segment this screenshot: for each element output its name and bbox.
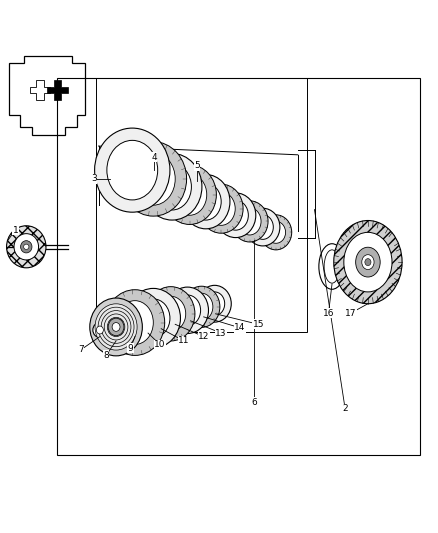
Text: 6: 6 xyxy=(251,398,257,407)
Ellipse shape xyxy=(7,226,46,268)
Ellipse shape xyxy=(199,184,243,233)
Ellipse shape xyxy=(362,255,374,270)
Ellipse shape xyxy=(126,288,180,348)
Ellipse shape xyxy=(142,154,202,220)
Text: 9: 9 xyxy=(127,344,134,353)
Ellipse shape xyxy=(108,318,124,336)
Text: 7: 7 xyxy=(78,345,84,354)
Ellipse shape xyxy=(260,215,292,250)
Ellipse shape xyxy=(105,290,165,356)
Ellipse shape xyxy=(246,208,280,246)
Ellipse shape xyxy=(98,307,134,346)
Ellipse shape xyxy=(173,174,207,215)
Ellipse shape xyxy=(215,193,256,238)
Ellipse shape xyxy=(198,285,231,322)
Ellipse shape xyxy=(207,192,235,225)
Ellipse shape xyxy=(120,142,187,216)
Text: 2: 2 xyxy=(343,405,348,414)
Ellipse shape xyxy=(137,299,170,337)
Text: 13: 13 xyxy=(215,328,227,337)
Ellipse shape xyxy=(365,259,371,265)
Ellipse shape xyxy=(93,322,107,337)
Ellipse shape xyxy=(131,152,175,205)
Text: 8: 8 xyxy=(103,351,109,360)
Text: 11: 11 xyxy=(178,336,190,345)
Ellipse shape xyxy=(205,292,225,316)
Ellipse shape xyxy=(107,140,158,200)
Ellipse shape xyxy=(24,244,29,249)
Ellipse shape xyxy=(107,317,125,336)
Text: 16: 16 xyxy=(323,309,334,318)
Ellipse shape xyxy=(147,287,195,341)
Ellipse shape xyxy=(90,298,142,356)
Text: 1: 1 xyxy=(12,225,18,235)
Ellipse shape xyxy=(14,233,39,260)
Ellipse shape xyxy=(238,208,261,235)
Ellipse shape xyxy=(95,128,170,212)
Ellipse shape xyxy=(21,241,32,253)
Ellipse shape xyxy=(356,247,380,277)
Ellipse shape xyxy=(266,221,286,243)
Ellipse shape xyxy=(112,322,120,332)
Ellipse shape xyxy=(96,326,103,334)
Ellipse shape xyxy=(153,164,191,210)
Ellipse shape xyxy=(163,165,216,224)
Text: 4: 4 xyxy=(152,152,157,161)
Ellipse shape xyxy=(223,200,248,230)
Ellipse shape xyxy=(319,244,345,289)
Ellipse shape xyxy=(156,296,186,332)
Ellipse shape xyxy=(101,311,131,343)
Text: 15: 15 xyxy=(253,320,264,329)
Ellipse shape xyxy=(324,250,340,283)
Text: 12: 12 xyxy=(198,332,209,341)
Text: 5: 5 xyxy=(194,161,200,170)
Ellipse shape xyxy=(182,174,230,229)
Ellipse shape xyxy=(334,221,402,304)
Text: 14: 14 xyxy=(234,324,246,332)
Ellipse shape xyxy=(190,293,213,320)
Ellipse shape xyxy=(191,183,221,220)
Ellipse shape xyxy=(231,201,268,242)
Ellipse shape xyxy=(183,286,220,327)
Polygon shape xyxy=(47,80,68,100)
Text: 10: 10 xyxy=(154,340,166,349)
Text: 17: 17 xyxy=(345,309,356,318)
Ellipse shape xyxy=(174,295,201,326)
Ellipse shape xyxy=(117,301,153,344)
Ellipse shape xyxy=(104,314,128,340)
Text: 3: 3 xyxy=(91,174,97,183)
Ellipse shape xyxy=(344,232,392,292)
Ellipse shape xyxy=(252,215,273,239)
Ellipse shape xyxy=(95,304,137,350)
Ellipse shape xyxy=(166,287,208,334)
